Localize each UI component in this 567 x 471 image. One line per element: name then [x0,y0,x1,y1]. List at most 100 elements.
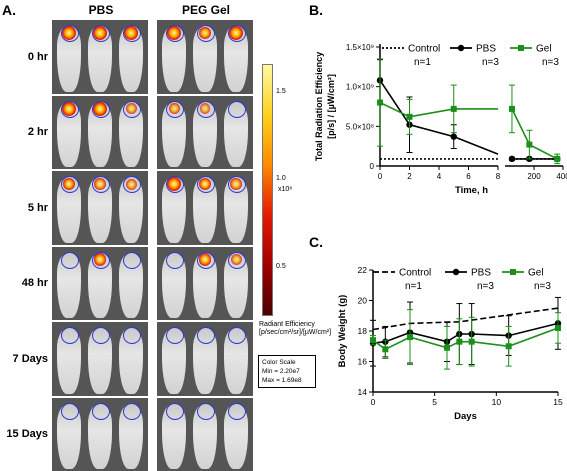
roi-circle [197,402,215,420]
colorbar-tick-1-0: 1.0 [276,175,286,182]
roi-circle [228,402,246,420]
roi-circle [197,100,215,118]
x-axis-label: Days [454,411,477,422]
legend-n: n=3 [542,57,559,68]
column-header-peg-gel: PEG Gel [181,3,231,17]
x-axis-label: Time, h [455,185,488,196]
x-tick-label: 10 [492,397,502,407]
data-point [456,338,463,345]
mouse-image [52,322,148,396]
y-axis-label: Body Weight (g) [337,295,348,368]
data-point [508,155,516,163]
roi-circle [228,100,246,118]
mouse-image [52,171,148,245]
colorbar-title-line1: Radiant Efficiency [259,321,315,328]
y-axis-label-units: [p/s] / [µW/cm²] [326,74,336,139]
x-tick-label: 8 [496,172,501,181]
data-point [406,113,413,120]
y-tick-label: 22 [358,265,368,275]
x-tick-label: 4 [437,172,442,181]
roi-circle [61,251,79,269]
roi-circle [61,176,79,193]
series-gel [377,58,561,165]
y-tick-label: 1.5×10⁹ [346,43,374,52]
row-label: 15 Days [6,428,48,441]
y-tick-label: 14 [358,387,368,397]
row-label: 5 hr [27,201,48,214]
roi-circle [92,251,110,269]
data-point [505,343,512,350]
roi-circle [123,25,141,42]
series-line [372,327,559,351]
roi-circle [166,251,184,269]
row-label: 7 Days [12,352,48,365]
legend-n: n=1 [414,57,431,68]
roi-circle [92,176,110,193]
data-point [554,155,561,162]
y-tick-label: 1.0×10⁹ [346,83,374,92]
colorbar-tick-0-5: 0.5 [276,263,286,270]
mouse-image [157,397,253,471]
data-point [377,99,383,106]
legend-label: Control [399,268,431,279]
roi-circle [92,25,110,42]
roi-circle [61,402,79,420]
roi-circle [197,176,215,193]
legend-n: n=3 [477,281,494,292]
data-point [407,334,413,341]
panel-a-letter: A. [2,2,16,18]
colorbar-title: Radiant Efficiency [p/sec/cm²/sr]/[µW/cm… [259,321,331,337]
row-label: 2 hr [27,126,48,139]
legend-n: n=1 [405,281,422,292]
roi-circle [92,100,110,118]
legend-marker [518,45,524,51]
data-point [444,344,450,351]
roi-circle [166,100,184,118]
roi-circle [123,100,141,118]
series-line [511,108,558,160]
x-tick-label: 0 [378,172,383,181]
y-axis-label: Total Radiation Efficiency [314,52,324,161]
mouse-image [157,20,253,94]
series-line [372,307,559,331]
roi-circle [61,25,79,42]
mouse-image [157,322,253,396]
panel-letter: B. [309,2,323,18]
x-tick-label: 5 [432,397,437,407]
roi-circle [123,251,141,269]
roi-circle [92,402,110,420]
row-label: 48 hr [21,277,48,290]
mouse-image [52,246,148,320]
roi-circle [197,25,215,42]
chart-b: B. 0 5.0×10⁸ 1.0×10⁹ 1.5×10⁹ 0 2 4 6 8 200 400 Time,… [309,2,567,196]
data-point [468,338,475,345]
data-point [526,141,533,148]
color-scale-max: Max = 1.69e8 [262,377,302,384]
legend-label: PBS [471,268,491,279]
data-point [370,337,376,344]
roi-circle [228,176,246,193]
y-tick-label: 5.0×10⁸ [346,122,374,131]
mouse-image [157,95,253,169]
series-line [379,79,499,155]
legend-marker [457,44,465,52]
mouse-image [52,20,148,94]
row-label: 0 hr [27,50,48,63]
y-tick-label: 16 [358,357,368,367]
roi-circle [197,327,215,344]
legend-label: Control [408,44,440,55]
roi-circle [61,327,79,344]
mouse-image [157,171,253,245]
y-tick-label: 20 [358,296,368,306]
colorbar-multiplier: x10⁸ [278,186,293,193]
x-tick-label: 6 [466,172,471,181]
mouse-image [157,246,253,320]
colorbar [262,64,273,316]
data-point [555,324,561,331]
series-control [372,307,559,331]
series-line [379,101,498,118]
legend-n: n=3 [534,281,551,292]
x-tick-label: 200 [527,172,541,181]
roi-circle [228,25,246,42]
data-point [450,133,457,140]
